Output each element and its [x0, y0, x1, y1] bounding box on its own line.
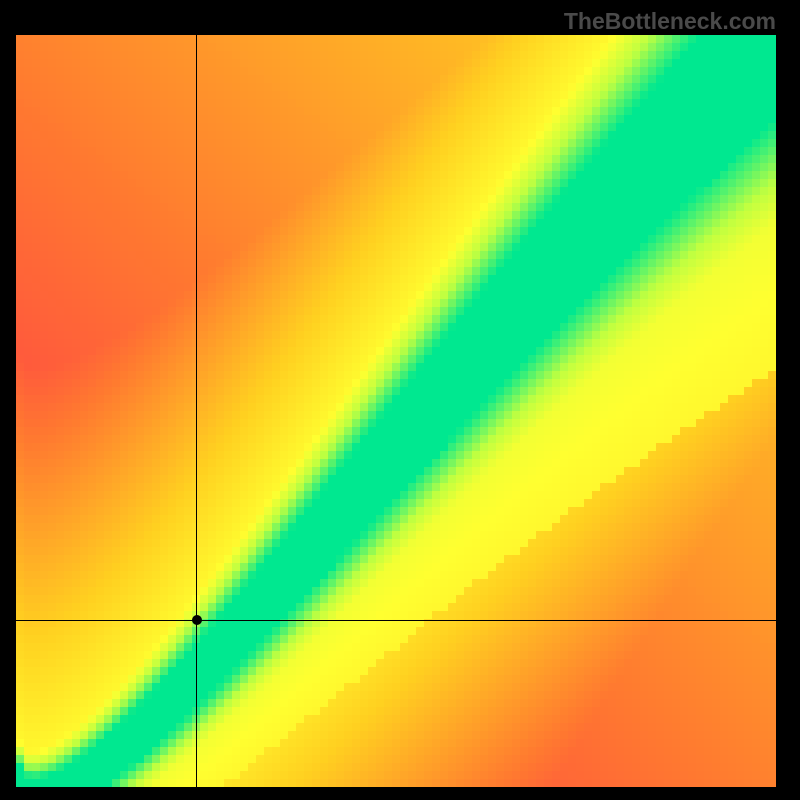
bottleneck-heatmap: [16, 35, 776, 787]
watermark-text: TheBottleneck.com: [564, 8, 776, 35]
chart-container: { "watermark": { "text": "TheBottleneck.…: [0, 0, 800, 800]
